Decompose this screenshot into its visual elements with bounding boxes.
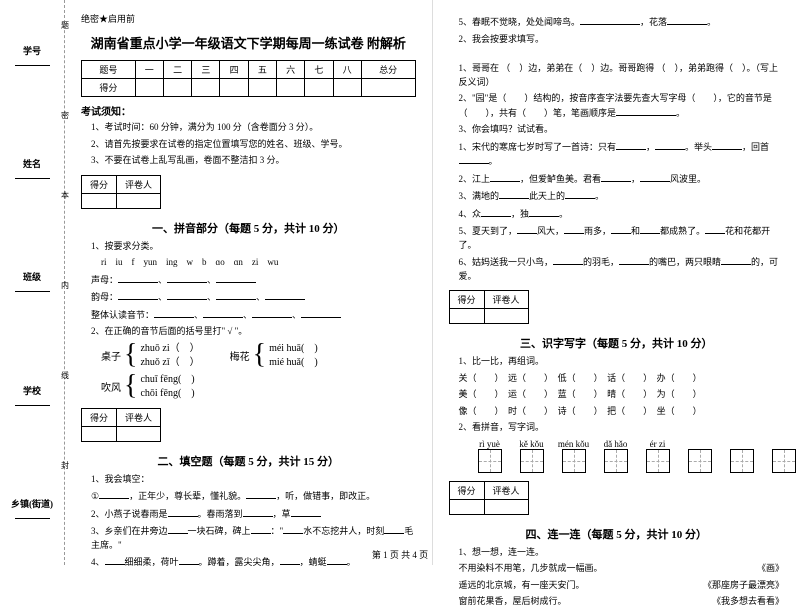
secret-label: 绝密★启用前 [81, 12, 416, 25]
q-text: 1、按要求分类。 [91, 240, 416, 254]
fill-line: 2、"园"是（ ）结构的，按音序查字法要先查大写字母（ ），它的音节是（ ），共… [459, 92, 785, 120]
q-line: 韵母：、、、 [91, 290, 416, 305]
fill-line: 5、春眠不觉晓，处处闻啼鸟。，花落。 [459, 15, 785, 30]
cut-label: 线 [61, 370, 69, 381]
q-text: 1、比一比，再组词。 [459, 355, 785, 369]
section-scorebox: 得分评卷人 [81, 408, 161, 442]
score-cell[interactable] [248, 79, 276, 97]
match-row: 窗前花果香，屋后树成行。《我多想去看看》 [459, 595, 785, 609]
tianzige-cell[interactable] [688, 449, 712, 473]
q-text: 1、我会填空： [91, 473, 416, 487]
score-header: 五 [248, 61, 276, 79]
tianzige-cell[interactable] [520, 449, 544, 473]
score-header: 题号 [82, 61, 136, 79]
cut-label: 内 [61, 280, 69, 291]
score-cell[interactable] [220, 79, 248, 97]
section-4-title: 四、连一连（每题 5 分，共计 10 分） [449, 526, 785, 542]
margin-field-banji: 班级 [15, 270, 50, 294]
fill-line: 5、夏天到了，风大，雨多，和都成熟了。花和花都开了。 [459, 224, 785, 252]
q-text: 2、我会按要求填写。 [459, 33, 785, 47]
fill-line: 1、宋代的寒席七岁时写了一首诗：只有，。举头，回首。 [459, 140, 785, 169]
score-cell[interactable] [192, 79, 220, 97]
section-3-title: 三、识字写字（每题 5 分，共计 10 分） [449, 335, 785, 351]
score-header: 三 [192, 61, 220, 79]
score-cell[interactable] [277, 79, 305, 97]
score-cell[interactable] [135, 79, 163, 97]
fill-line: 2、江上，但爱鲈鱼美。君看，风波里。 [459, 172, 785, 187]
tianzige-cell[interactable] [478, 449, 502, 473]
margin-field-xuexiao: 学校 [15, 384, 50, 408]
pinyin-letters: ri iu f yun ing w b ɑo ɑn zi wu [101, 256, 416, 270]
score-header: 二 [163, 61, 191, 79]
fill-line: 1、哥哥在 （ ）边，弟弟在（ ）边。哥哥跑得 （ ），弟弟跑得（ ）。（写上反… [459, 62, 785, 89]
score-header: 八 [333, 61, 361, 79]
exam-title: 湖南省重点小学一年级语文下学期每周一练试卷 附解析 [81, 33, 416, 52]
q-text: 3、你会填吗？试试看。 [459, 123, 785, 137]
word-row: 关（ ） 远（ ） 低（ ） 话（ ） 办（ ） [459, 372, 785, 386]
binding-margin: 学号 姓名 班级 学校 乡镇(街道) 题 密 本 内 线 封 [0, 0, 65, 565]
pinyin-choice: 吹风{ chuī fēng( )chōi fēng( ) [101, 373, 416, 401]
page-footer: 第 1 页 共 4 页 [0, 548, 800, 561]
tianzige-cell[interactable] [772, 449, 796, 473]
match-row: 遥远的北京城，有一座天安门。《那座房子最漂亮》 [459, 579, 785, 593]
fill-line: 6、姑妈送我一只小鸟，的羽毛，的嘴巴，两只眼睛的，可爱。 [459, 255, 785, 283]
q-line: 整体认读音节：、、、 [91, 308, 416, 323]
right-column: 5、春眠不觉晓，处处闻啼鸟。，花落。 2、我会按要求填写。 1、哥哥在 （ ）边… [433, 0, 800, 565]
tianzige-cell[interactable] [562, 449, 586, 473]
margin-field-xuehao: 学号 [15, 44, 50, 68]
score-header: 总分 [361, 61, 415, 79]
tianzige-cell[interactable] [730, 449, 754, 473]
q-text: 2、看拼音，写字词。 [459, 421, 785, 435]
tianzige-cell[interactable] [604, 449, 628, 473]
cut-label: 本 [61, 190, 69, 201]
score-header: 四 [220, 61, 248, 79]
q-line: 声母：、、 [91, 273, 416, 288]
notice-item: 3、不要在试卷上乱写乱画，卷面不整洁扣 3 分。 [91, 154, 416, 168]
section-2-title: 二、填空题（每题 5 分，共计 15 分） [81, 453, 416, 469]
word-row: 像（ ） 时（ ） 诗（ ） 把（ ） 坐（ ） [459, 405, 785, 419]
score-cell[interactable] [305, 79, 333, 97]
cut-label: 密 [61, 110, 69, 121]
q-text: 2、在正确的音节后面的括号里打" √ "。 [91, 325, 416, 339]
score-header: 六 [277, 61, 305, 79]
margin-field-xingming: 姓名 [15, 157, 50, 181]
score-cell[interactable] [333, 79, 361, 97]
section-scorebox: 得分评卷人 [81, 175, 161, 209]
score-cell[interactable] [163, 79, 191, 97]
notice-item: 1、考试时间：60 分钟，满分为 100 分（含卷面分 3 分）。 [91, 121, 416, 135]
section-scorebox: 得分评卷人 [449, 290, 529, 324]
word-row: 美（ ） 运（ ） 蓝（ ） 晴（ ） 为（ ） [459, 388, 785, 402]
score-header: 七 [305, 61, 333, 79]
score-table: 题号 一 二 三 四 五 六 七 八 总分 得分 [81, 60, 416, 97]
pinyin-choice: 桌子{ zhuō zi（ ）zhuǒ zǐ（ ） 梅花{ méi huā( )m… [101, 342, 416, 370]
section-1-title: 一、拼音部分（每题 5 分，共计 10 分） [81, 220, 416, 236]
fill-line: 3、满地的此天上的。 [459, 189, 785, 204]
margin-field-xiangzhen: 乡镇(街道) [11, 497, 53, 521]
cut-label: 题 [61, 20, 69, 31]
score-row-label: 得分 [82, 79, 136, 97]
tianzige-cell[interactable] [646, 449, 670, 473]
match-row: 不用染料不用笔，几步就成一幅画。《画》 [459, 562, 785, 576]
cut-label: 封 [61, 460, 69, 471]
section-scorebox: 得分评卷人 [449, 481, 529, 515]
tianzige-row: rì yuè kě kǒu mén kǒu dǎ hǎo ér zi [469, 439, 785, 473]
fill-line: 4、众，独。 [459, 207, 785, 222]
left-column: 绝密★启用前 湖南省重点小学一年级语文下学期每周一练试卷 附解析 题号 一 二 … [65, 0, 433, 565]
notice-title: 考试须知： [81, 103, 416, 118]
fill-line: ①，正年少，尊长辈，懂礼貌。，听，做错事，即改正。 [91, 489, 416, 504]
fill-line: 2、小燕子说春雨是。春雨落到，草 [91, 507, 416, 522]
score-cell[interactable] [361, 79, 415, 97]
score-header: 一 [135, 61, 163, 79]
notice-item: 2、请首先按要求在试卷的指定位置填写您的姓名、班级、学号。 [91, 138, 416, 152]
